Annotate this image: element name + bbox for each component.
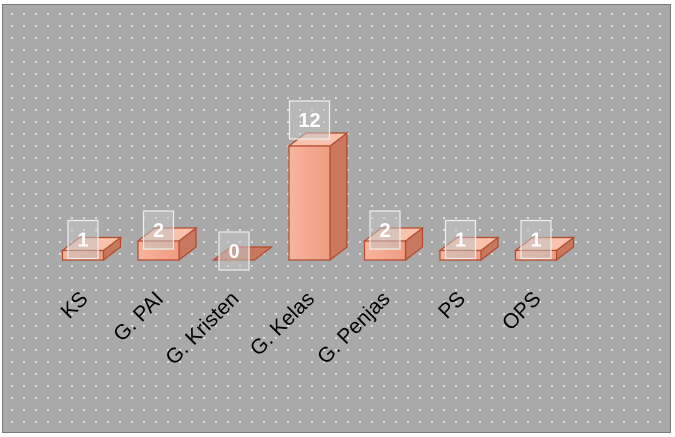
data-label-box (520, 219, 552, 260)
bars-layer (60, 131, 576, 262)
data-label: 2 (369, 210, 401, 250)
bar-side-face (329, 131, 348, 262)
x-tick-label: G. Kelas (246, 287, 319, 360)
data-label-text: 2 (379, 220, 390, 242)
x-tick-label: OPS (498, 287, 546, 335)
data-label: 1 (520, 219, 552, 260)
x-tick-label: PS (434, 287, 470, 323)
data-label-text: 12 (298, 110, 320, 132)
data-label-box (288, 100, 331, 140)
data-label-box (369, 210, 401, 250)
bar (287, 131, 349, 262)
x-tick-label: KS (56, 287, 92, 323)
data-label: 1 (444, 219, 477, 260)
data-label: 1 (67, 219, 99, 260)
data-label-text: 1 (77, 230, 88, 252)
data-label-text: 1 (530, 230, 541, 252)
x-tick-label: G. Kristen (161, 287, 243, 369)
data-label: 12 (288, 100, 331, 140)
data-label: 0 (218, 231, 250, 271)
data-label-text: 0 (228, 241, 239, 263)
bar-front-face (288, 145, 331, 261)
data-label-box (142, 210, 175, 250)
x-tick-label: G. PAI (109, 287, 168, 346)
data-label: 2 (142, 210, 175, 250)
x-tick-label: G. Penjas (313, 287, 394, 368)
data-label-text: 2 (153, 220, 164, 242)
data-label-text: 1 (455, 230, 466, 252)
data-label-box (444, 219, 477, 260)
data-label-box (67, 219, 99, 260)
data-label-box (218, 231, 250, 271)
